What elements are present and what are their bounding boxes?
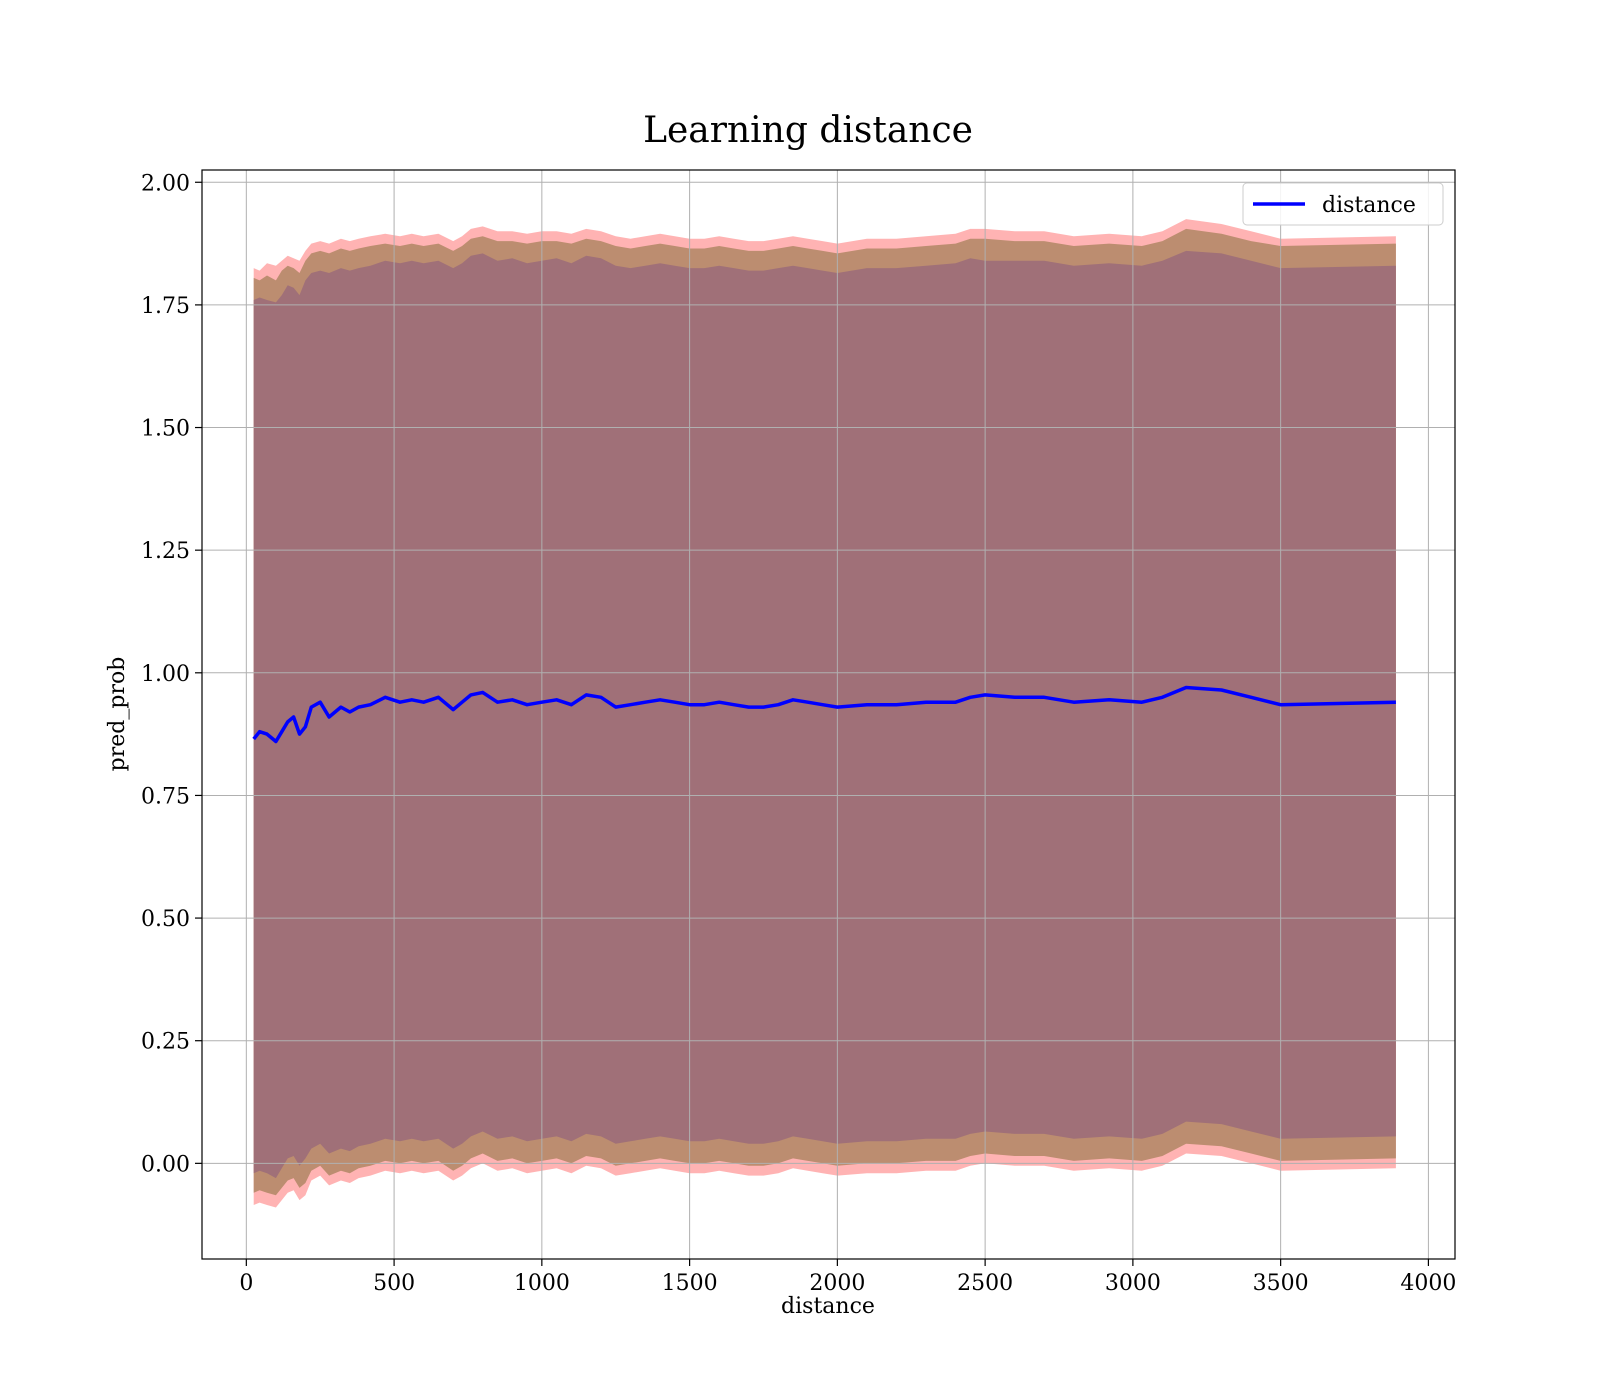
grid-lines xyxy=(202,170,1455,1259)
plot-frame xyxy=(201,169,1456,1260)
x-tick-label: 3500 xyxy=(1253,1271,1309,1296)
x-tick-label: 2000 xyxy=(809,1271,865,1296)
x-tick-label: 4000 xyxy=(1400,1271,1456,1296)
y-tick-label: 0.50 xyxy=(141,907,190,932)
y-tick-label: 1.25 xyxy=(141,539,190,564)
y-tick-label: 1.50 xyxy=(141,417,190,442)
band-3 xyxy=(253,250,1396,1179)
x-axis-label: distance xyxy=(781,1294,875,1319)
y-tick-label: 1.75 xyxy=(141,294,190,319)
x-tick-label: 1500 xyxy=(662,1271,718,1296)
chart-title: Learning distance xyxy=(643,110,973,151)
y-tick-label: 2.00 xyxy=(141,171,190,196)
x-axis-ticks: 0 500 1000 1500 2000 2500 3000 3500 4000 xyxy=(239,1259,1456,1296)
confidence-bands xyxy=(253,219,1396,1208)
series-lines xyxy=(252,685,1396,744)
y-tick-label: 0.00 xyxy=(141,1152,190,1177)
y-tick-label: 0.25 xyxy=(141,1030,190,1055)
series-line-1 xyxy=(252,685,1396,744)
y-axis-label: pred_prob xyxy=(105,657,130,772)
x-tick-label: 2500 xyxy=(957,1271,1013,1296)
y-axis-ticks: 0.00 0.25 0.50 0.75 1.00 1.25 1.50 1.75 2.00 xyxy=(141,171,202,1177)
legend-box xyxy=(1242,182,1444,226)
x-tick-label: 1000 xyxy=(514,1271,570,1296)
x-tick-label: 500 xyxy=(373,1271,415,1296)
y-tick-label: 1.00 xyxy=(141,662,190,687)
y-tick-label: 0.75 xyxy=(141,784,190,809)
x-tick-label: 3000 xyxy=(1105,1271,1161,1296)
x-tick-label: 0 xyxy=(239,1271,253,1296)
legend-label: distance xyxy=(1322,193,1416,218)
legend: distance xyxy=(1242,182,1444,226)
